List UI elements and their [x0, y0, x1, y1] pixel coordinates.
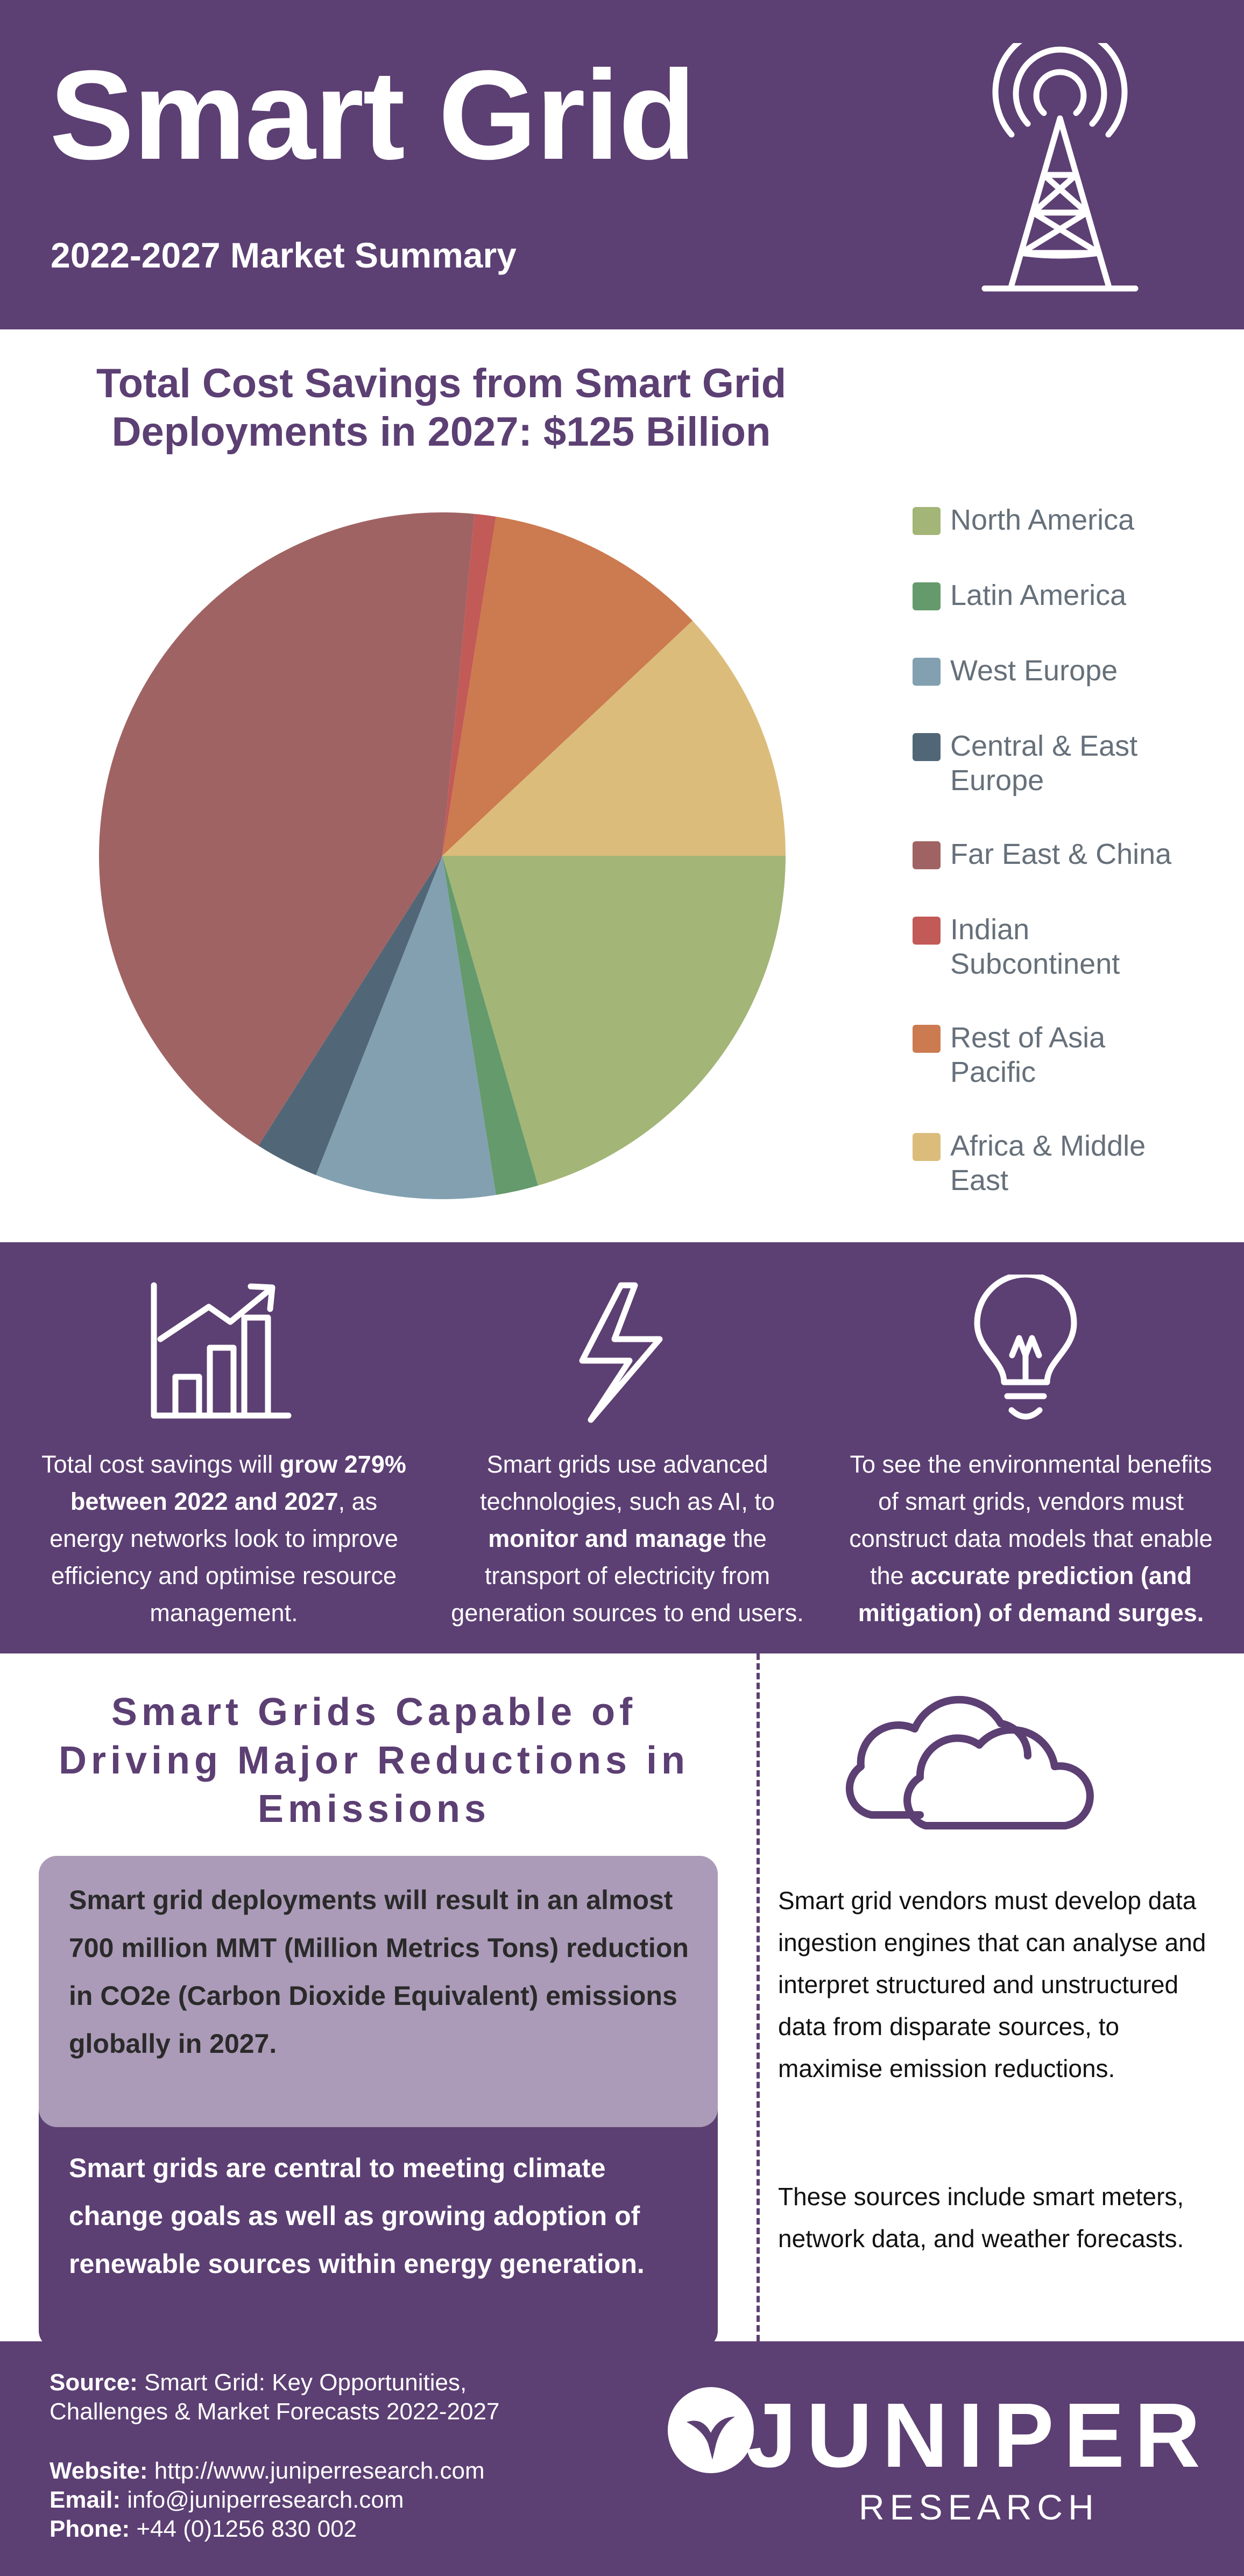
legend-item: Rest of Asia Pacific	[913, 1020, 1198, 1089]
email-label: Email:	[50, 2487, 121, 2513]
lightning-bolt-icon	[579, 1282, 663, 1423]
legend-label: Latin America	[950, 579, 1127, 611]
website-line: Website: http://www.juniperresearch.com	[50, 2457, 485, 2486]
legend-label: Far East & China	[950, 838, 1172, 870]
legend-label: Rest of Asia Pacific	[950, 1022, 1106, 1088]
stat-growth: Total cost savings will grow 279% betwee…	[19, 1242, 418, 1653]
source-text-1: Smart Grid: Key Opportunities,	[144, 2369, 467, 2396]
stat-environment-text: To see the environmental benefits of sma…	[848, 1446, 1214, 1631]
cloud-icon	[845, 1695, 1094, 1829]
legend-label: Central & East Europe	[950, 730, 1138, 797]
website-link[interactable]: http://www.juniperresearch.com	[154, 2458, 485, 2484]
ingestion-paragraph: Smart grid vendors must develop data ing…	[778, 1887, 1206, 2082]
stats-band: Total cost savings will grow 279% betwee…	[0, 1242, 1244, 1653]
stat-growth-text-part: , as energy networks look to improve eff…	[50, 1488, 398, 1627]
stat-technology-text-bold: monitor and manage	[488, 1525, 726, 1552]
legend-item: Central & East Europe	[913, 729, 1198, 798]
page-subtitle: 2022-2027 Market Summary	[51, 235, 517, 275]
logo-wordmark: JUNIPER	[746, 2384, 1210, 2487]
legend-swatch	[913, 582, 941, 610]
callout-light: Smart grid deployments will result in an…	[39, 1856, 718, 2127]
stat-growth-text-bold: grow 279% between 2022 and 2027	[70, 1451, 406, 1515]
callout-dark-text: Smart grids are central to meeting clima…	[69, 2153, 645, 2279]
stat-technology-text: Smart grids use advanced technologies, s…	[444, 1446, 810, 1631]
pie-slice-west-europe	[316, 856, 496, 1199]
source-line: Source: Smart Grid: Key Opportunities,	[50, 2368, 466, 2397]
header-banner: Smart Grid 2022-2027 Market Summary	[0, 0, 1244, 329]
phone-number: +44 (0)1256 830 002	[136, 2516, 357, 2542]
legend-swatch	[913, 1025, 941, 1053]
stat-environment: To see the environmental benefits of sma…	[826, 1242, 1225, 1653]
growth-chart-icon	[151, 1282, 292, 1419]
juniper-research-logo: JUNIPER RESEARCH	[665, 2379, 1214, 2540]
pie-slice-indian-subcontinent	[442, 513, 496, 856]
callout-light-text: Smart grid deployments will result in an…	[69, 1885, 689, 2059]
section-divider	[757, 1653, 760, 2341]
chart-section: Total Cost Savings from Smart Grid Deplo…	[0, 329, 1244, 1242]
pie-slice-latin-america	[442, 856, 538, 1195]
callout-dark: Smart grids are central to meeting clima…	[39, 2088, 718, 2349]
source-label: Source:	[50, 2369, 138, 2396]
lightbulb-icon	[974, 1275, 1077, 1420]
legend-item: North America	[913, 503, 1198, 537]
legend-swatch	[913, 507, 941, 535]
emissions-section: Smart Grids Capable of Driving Major Red…	[0, 1653, 1244, 2349]
legend-label: West Europe	[950, 654, 1118, 687]
legend-item: West Europe	[913, 653, 1198, 688]
legend-swatch	[913, 841, 941, 869]
stat-technology-text-part: Smart grids use advanced technologies, s…	[480, 1451, 775, 1515]
legend-label: Africa & Middle East	[950, 1130, 1146, 1196]
callout-pointer	[331, 2087, 409, 2126]
juniper-bird-icon	[668, 2387, 754, 2473]
stat-growth-text: Total cost savings will grow 279% betwee…	[41, 1446, 407, 1631]
pie-slice-far-east-china	[98, 512, 475, 1146]
sources-paragraph: These sources include smart meters, netw…	[778, 2183, 1184, 2253]
logo-subtitle: RESEARCH	[859, 2487, 1099, 2527]
emissions-heading: Smart Grids Capable of Driving Major Red…	[58, 1691, 690, 1831]
chart-title-line-1: Total Cost Savings from Smart Grid	[96, 361, 787, 406]
pie-slice-central-east-europe	[258, 856, 442, 1176]
stat-environment-text-bold: accurate prediction (and mitigation) of …	[858, 1562, 1204, 1627]
pie-slice-rest-of-asia-pacific	[442, 516, 693, 856]
legend-item: Africa & Middle East	[913, 1129, 1198, 1198]
phone-label: Phone:	[50, 2516, 130, 2542]
radio-tower-icon	[981, 43, 1139, 292]
stat-technology: Smart grids use advanced technologies, s…	[423, 1242, 821, 1653]
stat-technology-text-part: the transport of electricity from genera…	[451, 1525, 804, 1627]
website-label: Website:	[50, 2458, 148, 2484]
email-line: Email: info@juniperresearch.com	[50, 2486, 404, 2515]
email-link[interactable]: info@juniperresearch.com	[127, 2487, 404, 2513]
legend-label: Indian Subcontinent	[950, 913, 1120, 980]
pie-chart	[98, 512, 786, 1199]
phone-line: Phone: +44 (0)1256 830 002	[50, 2515, 357, 2544]
legend-item: Indian Subcontinent	[913, 912, 1198, 981]
footer: Source: Smart Grid: Key Opportunities, C…	[0, 2341, 1244, 2576]
legend-swatch	[913, 658, 941, 686]
chart-title-line-2: Deployments in 2027: $125 Billion	[111, 409, 771, 455]
legend-swatch	[913, 1133, 941, 1161]
page-title: Smart Grid	[50, 44, 696, 186]
legend-swatch	[913, 917, 941, 945]
stat-growth-text-part: Total cost savings will	[41, 1451, 280, 1478]
legend-item: Far East & China	[913, 837, 1198, 871]
stat-environment-text-part: To see the environmental benefits of sma…	[849, 1451, 1213, 1589]
legend-label: North America	[950, 504, 1135, 536]
pie-slice-north-america	[442, 856, 786, 1186]
chart-title: Total Cost Savings from Smart Grid Deplo…	[0, 360, 882, 456]
source-line-2: Challenges & Market Forecasts 2022-2027	[50, 2398, 500, 2425]
pie-slice-africa-middle-east	[442, 621, 786, 856]
legend-item: Latin America	[913, 578, 1198, 613]
legend-swatch	[913, 733, 941, 761]
